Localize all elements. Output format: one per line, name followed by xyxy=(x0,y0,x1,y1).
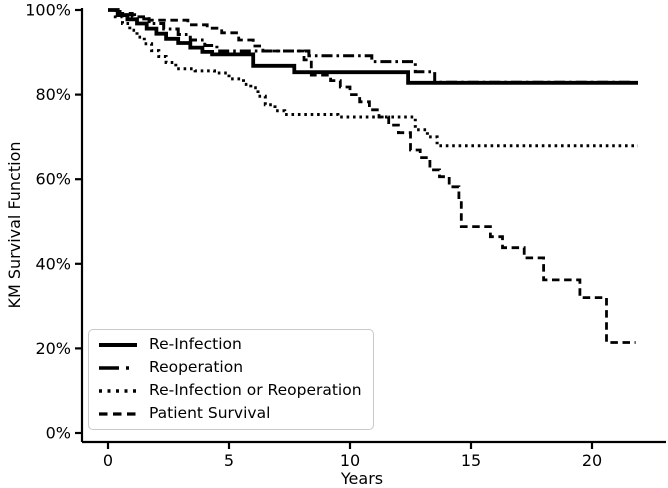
dashdot-line-icon xyxy=(99,366,137,370)
legend-item-re-infection-or-reoperation: Re-Infection or Reoperation xyxy=(98,380,365,402)
y-axis-title: KM Survival Function xyxy=(5,141,24,308)
x-tick-label: 10 xyxy=(340,451,360,470)
series-patient-survival xyxy=(108,8,636,344)
legend-item-patient-survival: Patient Survival xyxy=(98,403,365,425)
series-re-infection xyxy=(108,8,638,85)
x-axis-title: Years xyxy=(340,469,383,488)
solid-line-icon xyxy=(99,343,137,347)
x-tick-label: 20 xyxy=(582,451,602,470)
y-tick-label: 80% xyxy=(35,85,71,104)
series-group xyxy=(108,8,638,344)
y-tick-label: 100% xyxy=(25,1,71,20)
chart-legend: Re-Infection Reoperation Re-Infection or… xyxy=(88,329,374,430)
y-tick-label: 0% xyxy=(46,424,71,443)
series-re-infection-or-reoperation xyxy=(108,8,638,148)
legend-label: Re-Infection xyxy=(149,335,242,354)
y-tick-label: 20% xyxy=(35,339,71,358)
x-tick-label: 15 xyxy=(461,451,481,470)
x-tick-label: 5 xyxy=(224,451,234,470)
y-tick-label: 40% xyxy=(35,254,71,273)
legend-label: Reoperation xyxy=(149,358,244,377)
dotted-line-icon xyxy=(99,389,137,393)
series-reoperation xyxy=(108,8,631,84)
x-tick-label: 0 xyxy=(103,451,113,470)
dashed-line-icon xyxy=(99,412,137,416)
legend-item-re-infection: Re-Infection xyxy=(98,334,365,356)
y-tick-label: 60% xyxy=(35,170,71,189)
legend-label: Re-Infection or Reoperation xyxy=(149,381,362,400)
legend-label: Patient Survival xyxy=(149,404,271,423)
legend-item-reoperation: Reoperation xyxy=(98,357,365,379)
axes: 0% 20% 40% 60% 80% 100% 0 5 10 15 20 Years KM Surviv… xyxy=(5,1,666,488)
